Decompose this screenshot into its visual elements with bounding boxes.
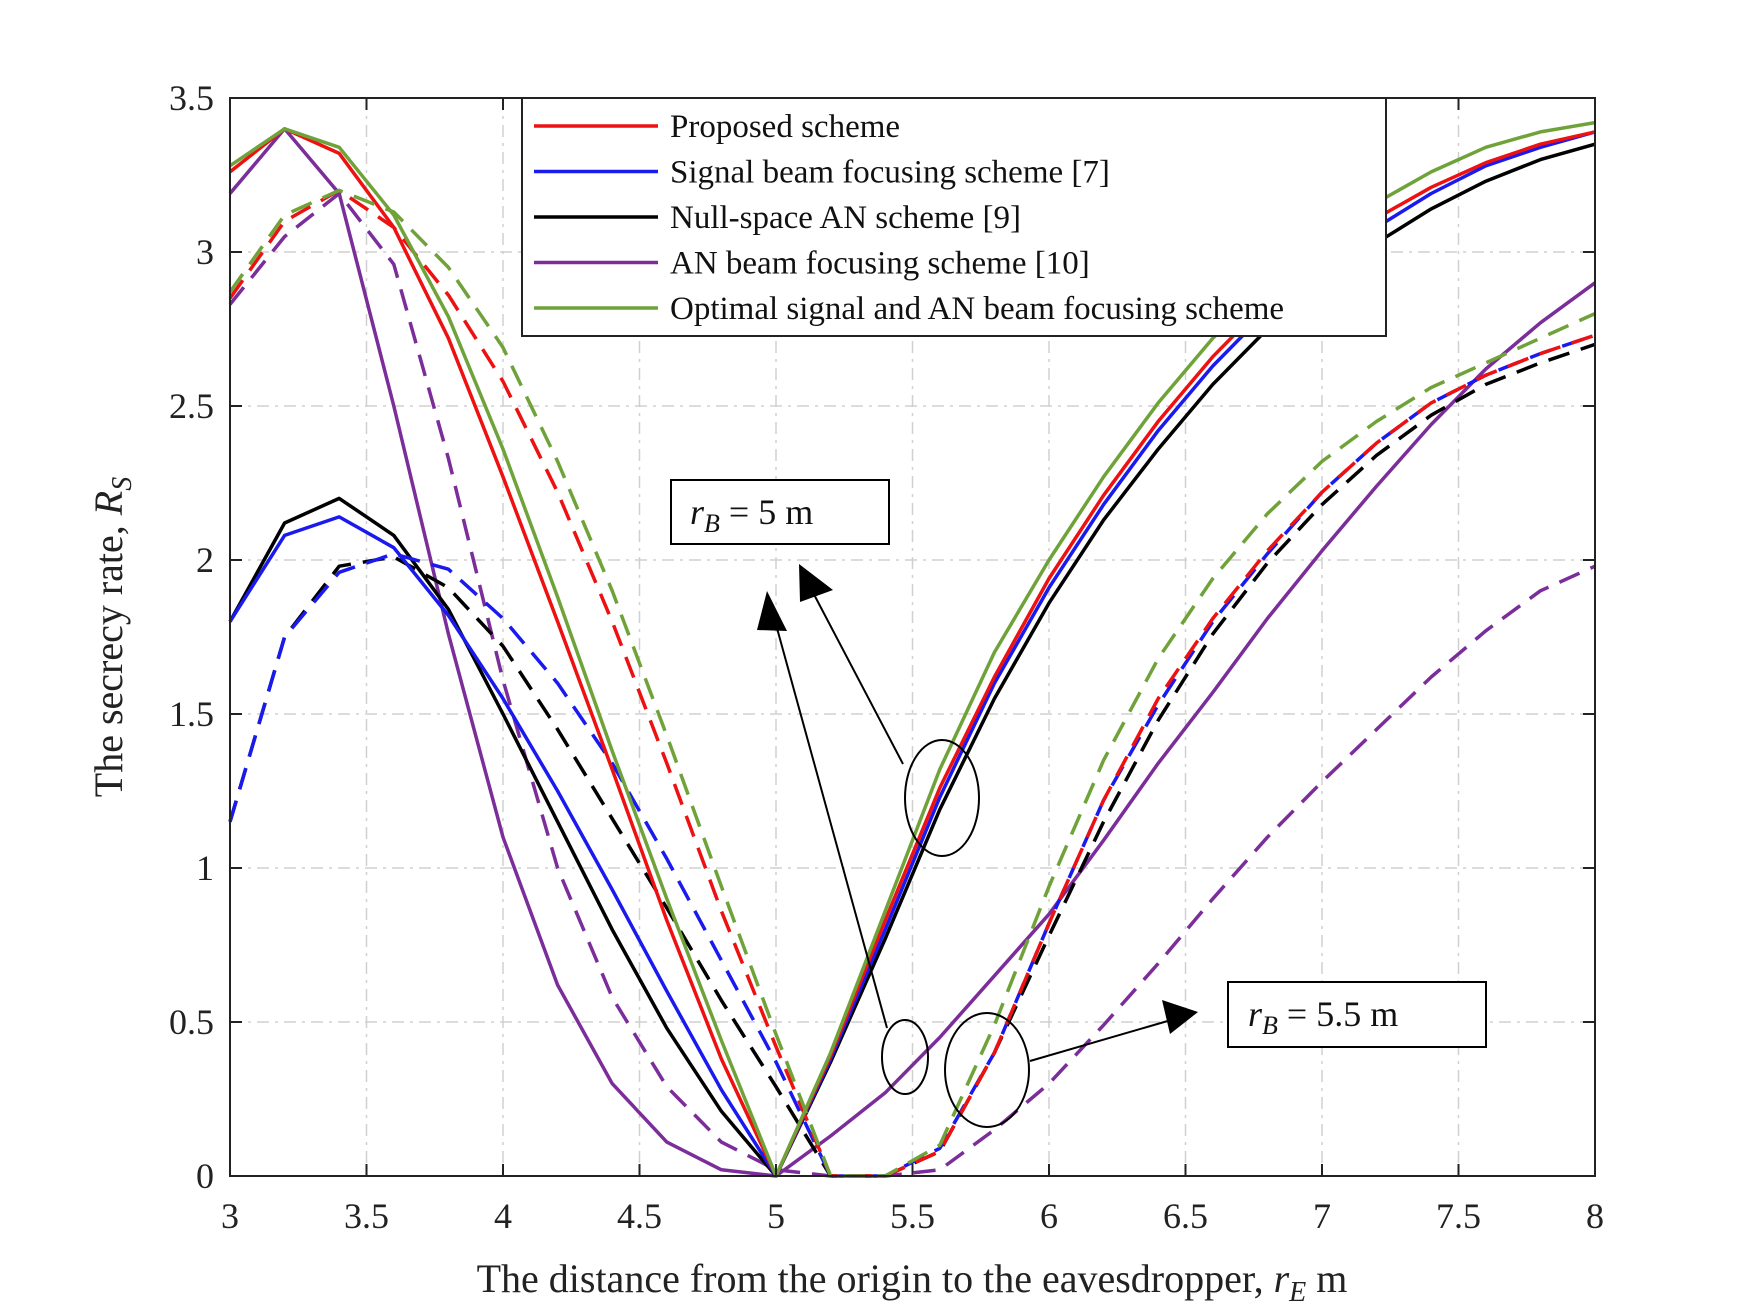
arrow-heads bbox=[757, 564, 1198, 1034]
annotation-rb5-value: = 5 m bbox=[720, 492, 813, 532]
annotation-box-rb55 bbox=[1227, 981, 1487, 1048]
series-layer bbox=[228, 120, 1597, 1178]
x-tick-label-6: 6 bbox=[1040, 1196, 1058, 1236]
x-axis-label-symbol: r bbox=[1274, 1256, 1290, 1301]
annotation-rb5-sub: B bbox=[704, 509, 720, 538]
legend-label-4: Optimal signal and AN beam focusing sche… bbox=[670, 291, 1284, 327]
y-axis-label-symbol: R bbox=[86, 491, 131, 516]
legend-label-2: Null-space AN scheme [9] bbox=[670, 200, 1021, 236]
x-tick-label-4: 5 bbox=[767, 1196, 785, 1236]
annotation-rb55-sub: B bbox=[1262, 1011, 1278, 1040]
y-tick-label-7: 3.5 bbox=[169, 78, 214, 118]
ellipse-rb5-upper bbox=[904, 739, 980, 857]
legend-label-1: Signal beam focusing scheme [7] bbox=[670, 155, 1110, 191]
legend-label-3: AN beam focusing scheme [10] bbox=[670, 246, 1090, 282]
y-axis-label-text: The secrecy rate, bbox=[86, 515, 131, 797]
x-tick-label-8: 7 bbox=[1313, 1196, 1331, 1236]
x-axis-label: The distance from the origin to the eave… bbox=[477, 1256, 1348, 1308]
arrowhead-2 bbox=[757, 591, 787, 631]
annotation-rb5-symbol: r bbox=[690, 492, 705, 532]
arrowhead-3 bbox=[1162, 1000, 1198, 1034]
y-tick-label-1: 0.5 bbox=[169, 1002, 214, 1042]
y-axis-label: The secrecy rate, RS bbox=[86, 477, 138, 797]
legend-label-0: Proposed scheme bbox=[670, 109, 900, 145]
y-tick-label-3: 1.5 bbox=[169, 694, 214, 734]
arrow-line-3 bbox=[1029, 1017, 1179, 1062]
x-tick-label-2: 4 bbox=[494, 1196, 512, 1236]
legend-box bbox=[521, 97, 1387, 337]
x-tick-label-9: 7.5 bbox=[1436, 1196, 1481, 1236]
annotation-box-rb5 bbox=[670, 479, 890, 545]
series-line-8 bbox=[228, 191, 1596, 1178]
legend: Proposed scheme Signal beam focusing sche… bbox=[521, 97, 1387, 337]
x-tick-label-1: 3.5 bbox=[344, 1196, 389, 1236]
series-line-9 bbox=[228, 188, 1596, 1178]
x-axis-label-unit: m bbox=[1306, 1256, 1347, 1301]
x-tick-label-0: 3 bbox=[221, 1196, 239, 1236]
series-line-3 bbox=[228, 127, 1597, 1178]
x-tick-label-10: 8 bbox=[1586, 1196, 1604, 1236]
x-axis-label-text: The distance from the origin to the eave… bbox=[477, 1256, 1274, 1301]
annotation-rb55-symbol: r bbox=[1248, 994, 1263, 1034]
series-line-7 bbox=[228, 342, 1596, 1178]
annotation-rb55: rB = 5.5 m bbox=[1248, 994, 1398, 1040]
x-tick-label-5: 5.5 bbox=[890, 1196, 935, 1236]
y-tick-label-5: 2.5 bbox=[169, 386, 214, 426]
series-line-5 bbox=[228, 188, 1596, 1178]
axis-ticks: 3 3.5 4 4.5 5 5.5 6 6.5 7 7.5 8 0 0.5 1 1.5 2 2.5 3 3.5 bbox=[169, 78, 1604, 1236]
y-tick-label-4: 2 bbox=[196, 540, 214, 580]
y-axis-label-sub: S bbox=[107, 477, 138, 491]
arrowhead-1 bbox=[799, 564, 833, 602]
y-tick-label-2: 1 bbox=[196, 848, 214, 888]
annotation-rb55-value: = 5.5 m bbox=[1278, 994, 1398, 1034]
annotation-rb5: rB = 5 m bbox=[690, 492, 813, 538]
y-tick-label-6: 3 bbox=[196, 232, 214, 272]
y-tick-label-0: 0 bbox=[196, 1156, 214, 1196]
x-tick-label-7: 6.5 bbox=[1163, 1196, 1208, 1236]
ellipse-rb5-lower bbox=[881, 1019, 929, 1095]
ellipse-rb55 bbox=[944, 1012, 1030, 1128]
x-tick-label-3: 4.5 bbox=[617, 1196, 662, 1236]
x-axis-label-sub: E bbox=[1288, 1277, 1306, 1308]
annotation-marks bbox=[771, 582, 1179, 1128]
arrow-line-1 bbox=[807, 582, 904, 765]
arrow-line-2 bbox=[771, 609, 888, 1029]
